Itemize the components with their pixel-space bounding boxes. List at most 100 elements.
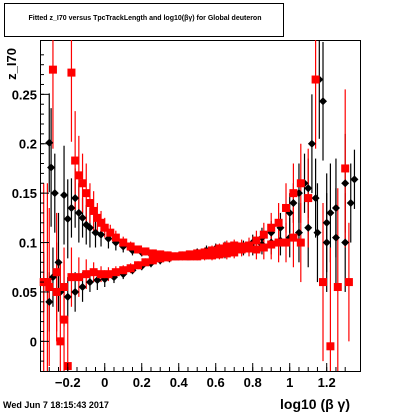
y-tick-label: 0 (30, 334, 37, 349)
data-point-black (60, 191, 69, 200)
data-point-red (93, 213, 102, 222)
data-point-red (67, 68, 76, 77)
data-point-black (67, 203, 76, 212)
data-point-red (126, 242, 135, 251)
x-axis-label: log10 (β γ) (280, 396, 350, 412)
x-tick-label: 1 (286, 375, 293, 390)
data-point-black (311, 194, 320, 203)
data-point-black (319, 97, 328, 106)
data-point-red (178, 251, 187, 260)
data-point-black (63, 214, 72, 223)
data-point-red (333, 283, 342, 292)
x-tick-label: 0.8 (244, 375, 262, 390)
data-point-red (296, 238, 305, 247)
data-point-black (322, 238, 331, 247)
data-point-red (48, 65, 57, 74)
data-point-red (52, 268, 61, 277)
data-point-red (60, 283, 69, 292)
data-point-red (52, 287, 61, 296)
data-point-red (67, 273, 76, 282)
data-point-red (82, 270, 91, 279)
data-point-black (289, 199, 298, 208)
data-point-red (148, 249, 157, 258)
data-point-red (319, 278, 328, 287)
data-point-black (85, 223, 94, 232)
data-point-black (63, 292, 72, 301)
data-point-black (341, 179, 350, 188)
data-point-red (208, 251, 217, 260)
data-point-black (71, 287, 80, 296)
data-point-red (296, 179, 305, 188)
y-axis-ticks: 0 0.05 0.1 0.15 0.2 0.25 (12, 54, 49, 362)
data-point-red (245, 244, 254, 253)
data-point-red (193, 249, 202, 258)
data-point-red (97, 270, 106, 279)
data-point-red (222, 249, 231, 258)
data-point-red (126, 264, 135, 273)
data-point-red (267, 223, 276, 232)
data-point-black (313, 228, 322, 237)
data-point-red (60, 315, 69, 324)
data-point-red (85, 199, 94, 208)
data-point-red (56, 337, 65, 346)
data-point-red (111, 233, 120, 242)
x-tick-label: −0.2 (55, 375, 81, 390)
title-box: Fitted z_I70 versus TpcTrackLength and l… (4, 3, 284, 37)
x-axis-ticks: −0.2 0 0.2 0.4 0.6 0.8 1 1.2 (48, 363, 346, 390)
data-point-black (322, 218, 331, 227)
data-point-red (230, 241, 239, 250)
data-point-red (106, 228, 115, 237)
data-point-black (331, 203, 340, 212)
data-point-red (311, 75, 320, 84)
data-point-red (148, 256, 157, 265)
data-point-black (331, 233, 340, 242)
data-point-black (350, 175, 359, 184)
data-point-red (252, 236, 261, 245)
x-tick-label: 0 (101, 375, 108, 390)
data-point-red (274, 238, 283, 247)
x-tick-label: 0.6 (207, 375, 225, 390)
data-point-red (134, 261, 143, 270)
data-point-red (274, 218, 283, 227)
data-point-red (215, 250, 224, 259)
data-point-red (304, 194, 313, 203)
data-point-red (163, 253, 172, 262)
data-point-black (45, 297, 54, 306)
data-point-red (104, 270, 113, 279)
y-tick-label: 0.15 (12, 186, 37, 201)
data-point-red (326, 342, 335, 351)
data-point-red (344, 278, 353, 287)
data-point-red (341, 164, 350, 173)
data-point-black (74, 208, 83, 217)
y-axis-label: z_I70 (4, 48, 19, 80)
data-point-red (222, 242, 231, 251)
chart-title: Fitted z_I70 versus TpcTrackLength and l… (28, 15, 262, 22)
data-point-black (307, 139, 316, 148)
data-point-black (304, 223, 313, 232)
data-point-black (85, 278, 94, 287)
data-point-black (326, 208, 335, 217)
data-point-red (74, 273, 83, 282)
data-point-red (141, 258, 150, 267)
data-point-red (89, 268, 98, 277)
data-point-red (82, 189, 91, 198)
y-tick-label: 0.25 (12, 87, 37, 102)
x-tick-label: 0.2 (133, 375, 151, 390)
y-tick-label: 0.2 (19, 137, 37, 152)
data-point-red (119, 238, 128, 247)
data-point-red (141, 247, 150, 256)
data-point-black (346, 199, 355, 208)
data-point-black (97, 230, 106, 239)
data-point-red (259, 243, 268, 252)
data-point-red (89, 206, 98, 215)
data-point-red (45, 283, 54, 292)
markers-layer (39, 65, 359, 371)
data-point-black (45, 138, 54, 147)
data-point-red (171, 252, 180, 261)
x-tick-label: 1.2 (318, 375, 336, 390)
data-point-black (47, 163, 56, 172)
data-point-red (74, 171, 83, 180)
data-point-red (237, 242, 246, 251)
data-point-red (267, 240, 276, 249)
